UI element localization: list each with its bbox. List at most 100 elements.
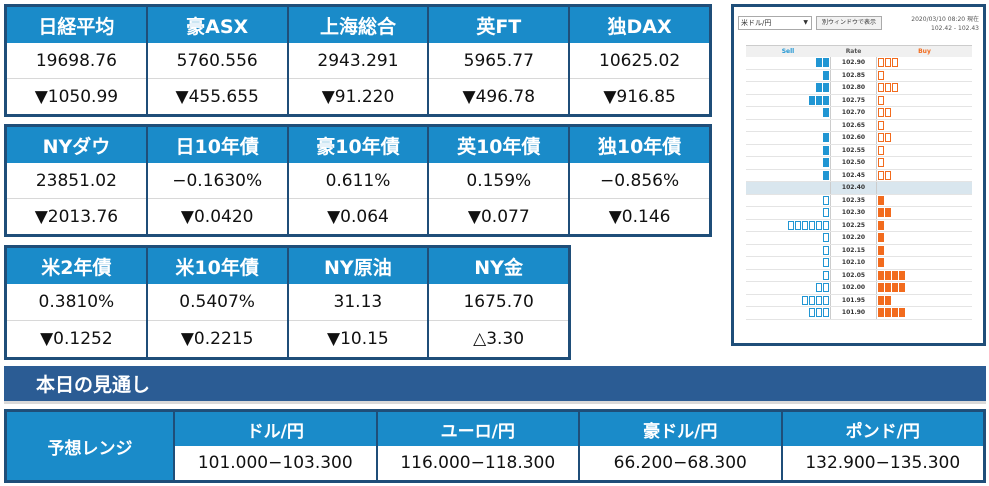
- buy-position-block: [878, 220, 884, 230]
- buy-position-block: [878, 245, 884, 255]
- rate-value: 102.35: [830, 194, 877, 206]
- rate-value: 102.45: [830, 169, 877, 181]
- sell-bar: [746, 82, 830, 94]
- buy-header: Buy: [918, 48, 931, 55]
- buy-position-block: [878, 233, 884, 243]
- order-book-row: 102.65: [746, 119, 972, 132]
- rate-value: 102.75: [830, 94, 877, 106]
- rate-value: 102.15: [830, 244, 877, 256]
- sell-bar: [746, 107, 830, 119]
- buy-bar: [877, 295, 972, 307]
- market-name: 上海総合: [288, 7, 428, 43]
- market-value: 0.3810%: [7, 284, 146, 321]
- sell-order-block: [816, 220, 822, 230]
- buy-order-block: [878, 108, 884, 118]
- buy-order-block: [885, 170, 891, 180]
- sell-bar: [746, 145, 830, 157]
- sell-order-block: [823, 220, 829, 230]
- outlook-title: 本日の見通し: [36, 374, 151, 396]
- market-change: ▼2013.76: [34, 206, 119, 227]
- market-cell: NYダウ 23851.02 ▼2013.76: [7, 127, 146, 234]
- chevron-down-icon: ▼: [803, 19, 808, 26]
- market-value: 31.13: [288, 284, 428, 321]
- order-book-row: 102.35: [746, 194, 972, 207]
- buy-bar: [877, 145, 972, 157]
- market-change: ▼0.1252: [40, 329, 113, 349]
- buy-position-block: [899, 270, 905, 280]
- market-cell: 英FT 5965.77 ▼496.78: [429, 7, 569, 114]
- forecast-range-label: 予想レンジ: [7, 412, 173, 480]
- sell-order-block: [823, 308, 829, 318]
- rate-value: 102.50: [830, 157, 877, 169]
- rate-value: 102.40: [830, 182, 877, 194]
- sell-order-block: [816, 308, 822, 318]
- market-grid-row1: 日経平均 19698.76 ▼1050.99 豪ASX 5760.556 ▼455.655…: [4, 4, 712, 117]
- forecast-pair-name: 豪ドル/円: [580, 412, 781, 446]
- bid-ask-text: 102.42 - 102.43: [931, 25, 979, 32]
- buy-order-block: [878, 145, 884, 155]
- buy-bar: [877, 257, 972, 269]
- forecast-pair-name: ユーロ/円: [377, 412, 578, 446]
- market-value: 0.611%: [288, 163, 428, 199]
- sell-position-block: [823, 83, 829, 93]
- market-cell: 英10年債 0.159% ▼0.077: [429, 127, 569, 234]
- sell-bar: [746, 257, 830, 269]
- sell-order-block: [788, 220, 794, 230]
- order-book-row: 102.45: [746, 169, 972, 182]
- order-book-row: 102.25: [746, 219, 972, 232]
- sell-position-block: [823, 133, 829, 143]
- market-cell: 米10年債 0.5407% ▼0.2215: [147, 248, 287, 357]
- order-book-row: 102.90: [746, 57, 972, 70]
- buy-position-block: [899, 283, 905, 293]
- buy-position-block: [892, 308, 898, 318]
- sell-position-block: [823, 145, 829, 155]
- forecast-range-value: 116.000−118.300: [400, 453, 556, 473]
- order-book-rows: 102.90 102.85 102.80 102.75 102.70 102.65 102.…: [746, 57, 972, 320]
- order-book-row: 102.05: [746, 269, 972, 282]
- buy-position-block: [878, 208, 884, 218]
- buy-order-block: [878, 83, 884, 93]
- market-value: −0.1630%: [147, 163, 287, 199]
- buy-bar: [877, 157, 972, 169]
- sell-position-block: [823, 58, 829, 68]
- sell-order-block: [823, 245, 829, 255]
- market-change: ▼0.0420: [180, 206, 254, 227]
- market-name: 米2年債: [7, 248, 146, 284]
- sell-header: Sell: [781, 48, 795, 55]
- market-name: 独10年債: [570, 127, 709, 163]
- rate-value: 102.55: [830, 144, 877, 156]
- buy-order-block: [885, 108, 891, 118]
- forecast-range-value: 66.200−68.300: [613, 453, 747, 473]
- order-book-widget: 米ドル/円 ▼ 別ウィンドウで表示 2020/03/10 08:20 現在 10…: [731, 4, 986, 346]
- market-value: 5965.77: [429, 43, 569, 79]
- rate-value: 102.70: [830, 107, 877, 119]
- buy-position-block: [878, 270, 884, 280]
- buy-bar: [877, 82, 972, 94]
- currency-pair-select[interactable]: 米ドル/円 ▼: [738, 16, 812, 30]
- market-change: ▼1050.99: [34, 86, 119, 107]
- market-name: NYダウ: [7, 127, 146, 163]
- rate-value: 102.25: [830, 219, 877, 231]
- market-value: 5760.556: [147, 43, 287, 79]
- market-name: 日10年債: [147, 127, 287, 163]
- sell-bar: [746, 207, 830, 219]
- buy-position-block: [878, 258, 884, 268]
- rate-value: 102.00: [830, 282, 877, 294]
- market-cell: NY金 1675.70 △3.30: [429, 248, 568, 357]
- rate-value: 101.90: [830, 307, 877, 319]
- market-name: 英FT: [429, 7, 569, 43]
- order-book-row: 102.50: [746, 157, 972, 170]
- buy-order-block: [885, 58, 891, 68]
- open-window-button[interactable]: 別ウィンドウで表示: [816, 16, 882, 30]
- buy-bar: [877, 245, 972, 257]
- market-value: 10625.02: [570, 43, 709, 79]
- buy-bar: [877, 70, 972, 82]
- market-cell: 豪ASX 5760.556 ▼455.655: [147, 7, 287, 114]
- market-change: ▼0.2215: [180, 329, 254, 349]
- rate-value: 102.05: [830, 269, 877, 281]
- buy-position-block: [878, 295, 884, 305]
- buy-bar: [877, 120, 972, 132]
- sell-bar: [746, 295, 830, 307]
- sell-order-block: [823, 270, 829, 280]
- buy-bar: [877, 207, 972, 219]
